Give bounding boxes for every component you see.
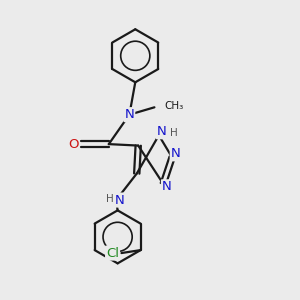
Text: CH₃: CH₃ [165, 101, 184, 111]
Text: O: O [68, 138, 79, 151]
Text: N: N [115, 194, 124, 207]
Text: N: N [124, 108, 134, 121]
Text: Cl: Cl [106, 247, 119, 260]
Text: H: H [106, 194, 113, 204]
Text: N: N [171, 147, 181, 160]
Text: N: N [162, 180, 172, 193]
Text: H: H [170, 128, 178, 138]
Text: N: N [157, 125, 167, 138]
